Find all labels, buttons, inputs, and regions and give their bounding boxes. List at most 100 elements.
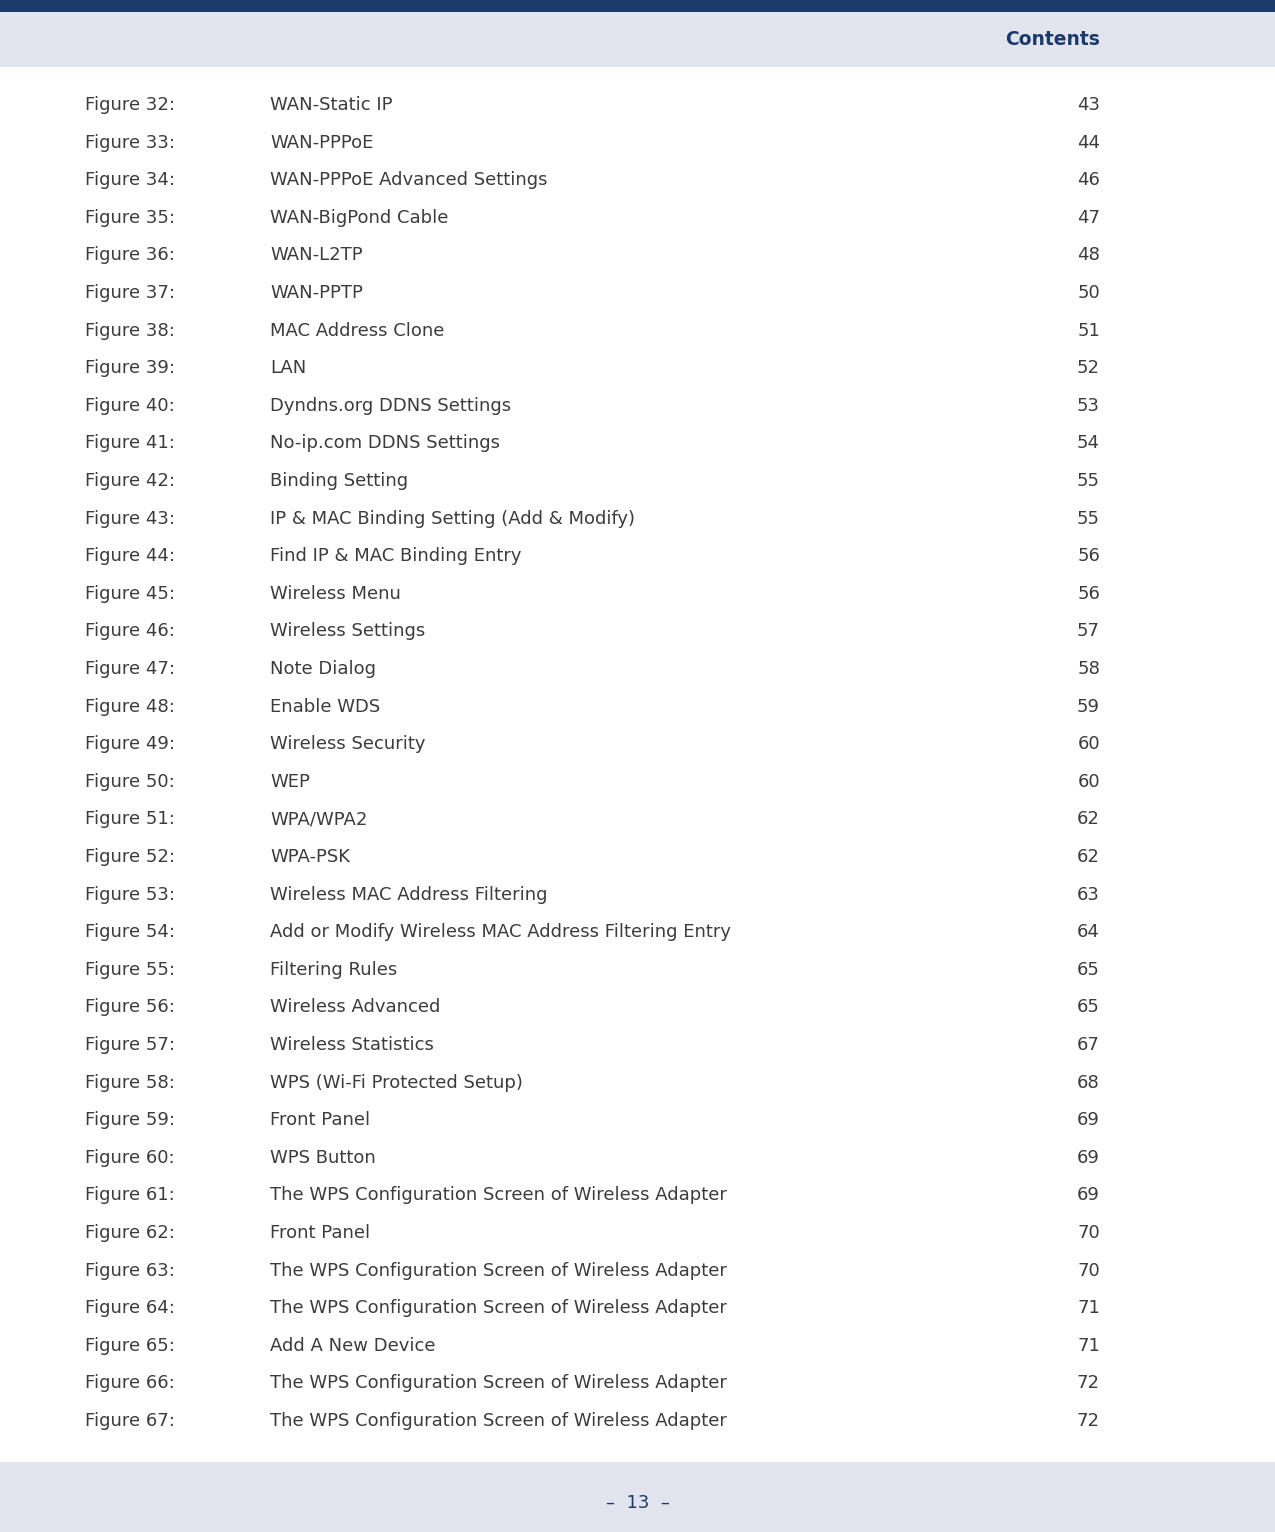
Text: 65: 65 [1077,961,1100,979]
Text: 55: 55 [1077,472,1100,490]
Text: Figure 64:: Figure 64: [85,1299,175,1318]
Text: 69: 69 [1077,1186,1100,1204]
Text: Figure 51:: Figure 51: [85,810,175,829]
Text: Wireless Menu: Wireless Menu [270,585,400,602]
Text: Wireless Statistics: Wireless Statistics [270,1036,434,1054]
Text: Note Dialog: Note Dialog [270,660,376,679]
Text: Figure 66:: Figure 66: [85,1374,175,1393]
Text: 58: 58 [1077,660,1100,679]
Text: Figure 32:: Figure 32: [85,97,175,113]
Text: 54: 54 [1077,435,1100,452]
Text: WPA-PSK: WPA-PSK [270,849,351,866]
Text: WPA/WPA2: WPA/WPA2 [270,810,367,829]
Text: 50: 50 [1077,283,1100,302]
Text: 71: 71 [1077,1337,1100,1354]
Text: 69: 69 [1077,1149,1100,1167]
Text: 53: 53 [1077,397,1100,415]
Text: Figure 35:: Figure 35: [85,208,175,227]
Text: 64: 64 [1077,924,1100,941]
Bar [0,12,1275,67]
Text: Figure 49:: Figure 49: [85,735,175,754]
Text: Figure 45:: Figure 45: [85,585,175,602]
Text: 51: 51 [1077,322,1100,340]
Text: 68: 68 [1077,1074,1100,1092]
Text: 46: 46 [1077,172,1100,188]
Text: Figure 36:: Figure 36: [85,247,175,265]
Text: LAN: LAN [270,358,306,377]
Text: Figure 42:: Figure 42: [85,472,175,490]
Text: Figure 56:: Figure 56: [85,999,175,1016]
Text: Wireless Security: Wireless Security [270,735,426,754]
Text: WAN-PPPoE Advanced Settings: WAN-PPPoE Advanced Settings [270,172,547,188]
Text: 47: 47 [1077,208,1100,227]
Text: MAC Address Clone: MAC Address Clone [270,322,445,340]
Text: 56: 56 [1077,547,1100,565]
Text: Binding Setting: Binding Setting [270,472,408,490]
Text: 60: 60 [1077,735,1100,754]
Text: 48: 48 [1077,247,1100,265]
Text: 70: 70 [1077,1261,1100,1279]
Text: Figure 60:: Figure 60: [85,1149,175,1167]
Bar [0,0,1275,12]
Text: 59: 59 [1077,697,1100,715]
Text: Dyndns.org DDNS Settings: Dyndns.org DDNS Settings [270,397,511,415]
Text: –  13  –: – 13 – [606,1494,669,1512]
Text: Wireless Advanced: Wireless Advanced [270,999,440,1016]
Text: Add A New Device: Add A New Device [270,1337,436,1354]
Text: Figure 63:: Figure 63: [85,1261,175,1279]
Text: Figure 57:: Figure 57: [85,1036,175,1054]
Text: WPS (Wi-Fi Protected Setup): WPS (Wi-Fi Protected Setup) [270,1074,523,1092]
Text: Figure 65:: Figure 65: [85,1337,175,1354]
Text: WPS Button: WPS Button [270,1149,376,1167]
Text: Front Panel: Front Panel [270,1111,370,1129]
Text: Figure 53:: Figure 53: [85,885,175,904]
Text: WAN-BigPond Cable: WAN-BigPond Cable [270,208,449,227]
Text: The WPS Configuration Screen of Wireless Adapter: The WPS Configuration Screen of Wireless… [270,1261,727,1279]
Text: 67: 67 [1077,1036,1100,1054]
Text: Figure 37:: Figure 37: [85,283,175,302]
Text: WAN-PPTP: WAN-PPTP [270,283,363,302]
Text: WAN-L2TP: WAN-L2TP [270,247,362,265]
Text: WEP: WEP [270,772,310,791]
Text: Figure 54:: Figure 54: [85,924,175,941]
Text: 43: 43 [1077,97,1100,113]
Text: No-ip.com DDNS Settings: No-ip.com DDNS Settings [270,435,500,452]
Text: 69: 69 [1077,1111,1100,1129]
Text: Contents: Contents [1005,31,1100,49]
Text: IP & MAC Binding Setting (Add & Modify): IP & MAC Binding Setting (Add & Modify) [270,510,635,527]
Text: Figure 52:: Figure 52: [85,849,175,866]
Text: 63: 63 [1077,885,1100,904]
Text: Figure 46:: Figure 46: [85,622,175,640]
Text: Figure 33:: Figure 33: [85,133,175,152]
Text: 60: 60 [1077,772,1100,791]
Text: Enable WDS: Enable WDS [270,697,380,715]
Text: Figure 55:: Figure 55: [85,961,175,979]
Text: Figure 67:: Figure 67: [85,1413,175,1429]
Text: 62: 62 [1077,810,1100,829]
Text: Wireless Settings: Wireless Settings [270,622,426,640]
Text: WAN-PPPoE: WAN-PPPoE [270,133,374,152]
Text: Front Panel: Front Panel [270,1224,370,1242]
Text: 70: 70 [1077,1224,1100,1242]
Text: Figure 61:: Figure 61: [85,1186,175,1204]
Text: Figure 47:: Figure 47: [85,660,175,679]
Text: The WPS Configuration Screen of Wireless Adapter: The WPS Configuration Screen of Wireless… [270,1413,727,1429]
Text: The WPS Configuration Screen of Wireless Adapter: The WPS Configuration Screen of Wireless… [270,1299,727,1318]
Text: Figure 48:: Figure 48: [85,697,175,715]
Text: Figure 44:: Figure 44: [85,547,175,565]
Text: Figure 34:: Figure 34: [85,172,175,188]
Text: Figure 40:: Figure 40: [85,397,175,415]
Text: 56: 56 [1077,585,1100,602]
Text: Figure 62:: Figure 62: [85,1224,175,1242]
Text: 71: 71 [1077,1299,1100,1318]
Text: 65: 65 [1077,999,1100,1016]
Text: Figure 59:: Figure 59: [85,1111,175,1129]
Text: WAN-Static IP: WAN-Static IP [270,97,393,113]
Text: Figure 41:: Figure 41: [85,435,175,452]
Text: Figure 39:: Figure 39: [85,358,175,377]
Text: The WPS Configuration Screen of Wireless Adapter: The WPS Configuration Screen of Wireless… [270,1374,727,1393]
Text: Figure 38:: Figure 38: [85,322,175,340]
Text: The WPS Configuration Screen of Wireless Adapter: The WPS Configuration Screen of Wireless… [270,1186,727,1204]
Text: 62: 62 [1077,849,1100,866]
Text: Figure 43:: Figure 43: [85,510,175,527]
